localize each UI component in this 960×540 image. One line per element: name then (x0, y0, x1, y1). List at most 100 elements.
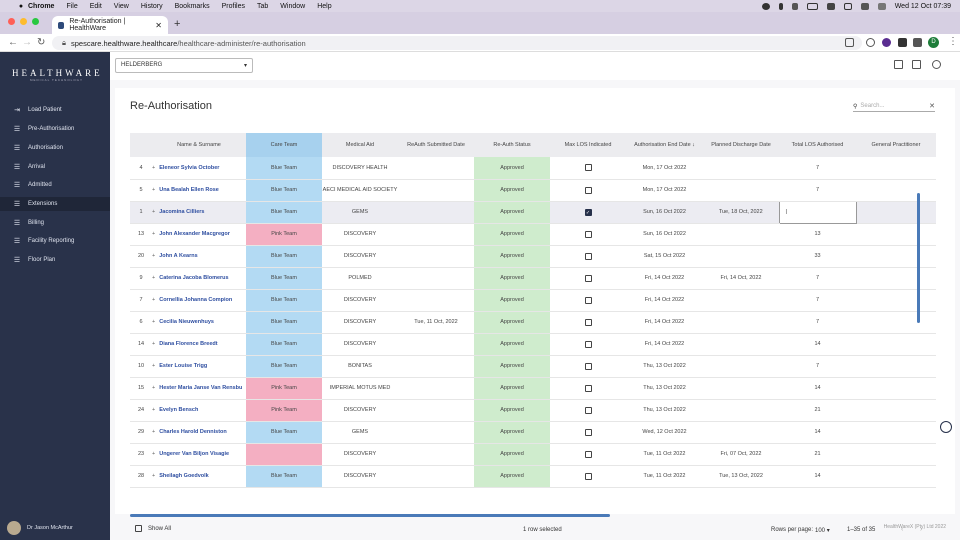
rows-per-page-select[interactable]: 100 ▾ (815, 527, 830, 534)
menu-view[interactable]: View (113, 2, 129, 10)
gp-cell[interactable] (856, 267, 936, 290)
care-team-cell[interactable] (246, 443, 322, 466)
search-input[interactable]: ⚲ Search... ✕ (853, 102, 935, 112)
gp-cell[interactable] (856, 333, 936, 356)
show-all-toggle[interactable]: Show All (135, 525, 171, 532)
care-team-cell[interactable]: Blue Team (246, 355, 322, 378)
auth-end-date-cell[interactable]: Sun, 16 Oct 2022 (626, 223, 703, 246)
patient-name-cell[interactable]: + Hester Maria Janse Van Rensbu (152, 377, 246, 400)
patient-name-link[interactable]: John A Kearns (159, 253, 198, 259)
patient-name-link[interactable]: Ungerer Van Biljon Visagie (159, 451, 230, 457)
minimize-window-icon[interactable] (20, 18, 27, 25)
expand-row-icon[interactable]: + (152, 164, 156, 171)
max-los-checkbox[interactable] (584, 340, 592, 348)
auth-end-date-cell[interactable]: Thu, 13 Oct 2022 (626, 377, 703, 400)
planned-discharge-cell[interactable]: Fri, 14 Oct, 2022 (703, 267, 779, 290)
horizontal-scrollbar[interactable] (130, 514, 916, 517)
gp-cell[interactable] (856, 311, 936, 334)
total-los-cell[interactable]: 7 (779, 289, 856, 312)
auth-end-date-cell[interactable]: Fri, 14 Oct 2022 (626, 311, 703, 334)
max-los-checkbox[interactable] (584, 362, 592, 370)
planned-discharge-cell[interactable] (703, 421, 779, 444)
extension-dark-icon[interactable] (898, 38, 907, 47)
care-team-cell[interactable]: Pink Team (246, 399, 322, 422)
gp-cell[interactable] (856, 377, 936, 400)
sidebar-item-extensions[interactable]: ☰ Extensions (0, 197, 110, 211)
gp-cell[interactable] (856, 355, 936, 378)
menu-edit[interactable]: Edit (89, 2, 102, 10)
auth-end-date-cell[interactable]: Tue, 11 Oct 2022 (626, 443, 703, 466)
column-header-name[interactable]: Name & Surname (152, 133, 246, 157)
total-los-cell[interactable]: 7 (779, 179, 856, 202)
patient-name-link[interactable]: Evelyn Bensch (159, 407, 199, 413)
reauth-status-cell[interactable]: Approved (474, 355, 550, 378)
patient-name-cell[interactable]: + John Alexander Macgregor (152, 223, 246, 246)
table-row[interactable]: 7 + Cornellia Johanna Compion Blue Team DISC… (130, 289, 936, 312)
sidebar-item-billing[interactable]: ☰ Billing (0, 216, 110, 230)
auth-end-date-cell[interactable]: Mon, 17 Oct 2022 (626, 179, 703, 202)
patient-name-link[interactable]: Jacomina Cilliers (159, 209, 205, 215)
planned-discharge-cell[interactable] (703, 157, 779, 180)
patient-name-link[interactable]: Eleneor Sylvia October (159, 164, 220, 171)
reauth-status-cell[interactable]: Approved (474, 421, 550, 444)
max-los-checkbox[interactable] (584, 472, 592, 480)
sidebar-item-facility-reporting[interactable]: ☰ Facility Reporting (0, 234, 110, 248)
table-row[interactable]: 23 + Ungerer Van Biljon Visagie DISCOVERY Ap… (130, 443, 936, 466)
total-los-cell[interactable]: 14 (779, 377, 856, 400)
planned-discharge-cell[interactable] (703, 333, 779, 356)
reauth-submitted-cell[interactable] (398, 245, 474, 268)
column-header-reauth-status[interactable]: Re-Auth Status (474, 133, 550, 157)
forward-icon[interactable]: → (22, 37, 32, 48)
gp-cell[interactable] (856, 289, 936, 312)
reauth-submitted-cell[interactable] (398, 465, 474, 488)
url-bar[interactable]: 🔒︎ spescare.healthware.healthcare /healt… (52, 36, 862, 50)
reauth-status-cell[interactable]: Approved (474, 201, 550, 224)
search-icon[interactable] (843, 2, 852, 10)
care-team-cell[interactable]: Blue Team (246, 201, 322, 224)
table-row[interactable]: 20 + John A Kearns Blue Team DISCOVERY Approv… (130, 245, 936, 268)
wifi-icon[interactable] (826, 2, 835, 10)
menu-bookmarks[interactable]: Bookmarks (174, 2, 210, 10)
auth-end-date-cell[interactable]: Fri, 14 Oct 2022 (626, 333, 703, 356)
share-icon[interactable] (845, 38, 854, 47)
patient-name-cell[interactable]: + Evelyn Bensch (152, 399, 246, 422)
column-header-reauth-submitted[interactable]: ReAuth Submitted Date (398, 133, 474, 157)
reauth-submitted-cell[interactable] (398, 421, 474, 444)
table-row[interactable]: 6 + Cecilia Nieuwenhuys Blue Team DISCOVERY T… (130, 311, 936, 334)
expand-row-icon[interactable]: + (152, 385, 156, 391)
column-header-gp[interactable]: General Practitioner (856, 133, 936, 157)
max-los-checkbox[interactable] (584, 450, 592, 458)
floorplan-icon[interactable] (912, 60, 921, 69)
reauth-submitted-cell[interactable] (398, 355, 474, 378)
total-los-cell[interactable]: 14 (779, 421, 856, 444)
reauth-status-cell[interactable]: Approved (474, 333, 550, 356)
patient-name-link[interactable]: Una Bealah Ellen Rose (159, 187, 219, 193)
reauth-status-cell[interactable]: Approved (474, 289, 550, 312)
total-los-cell[interactable]: 7 (779, 267, 856, 290)
next-page-icon[interactable]: › (920, 526, 923, 533)
patient-name-link[interactable]: Diana Florence Breedt (159, 341, 218, 347)
expand-row-icon[interactable]: + (152, 187, 156, 193)
auth-end-date-cell[interactable]: Mon, 17 Oct 2022 (626, 157, 703, 180)
reauth-submitted-cell[interactable] (398, 333, 474, 356)
care-team-cell[interactable]: Blue Team (246, 245, 322, 268)
help-widget-icon[interactable] (940, 421, 952, 433)
expand-row-icon[interactable]: + (152, 473, 156, 479)
max-los-checkbox[interactable] (584, 274, 592, 282)
reauth-status-cell[interactable]: Approved (474, 465, 550, 488)
patient-name-link[interactable]: Caterina Jacoba Blomerus (159, 275, 229, 281)
table-row[interactable]: 29 + Charles Harold Denniston Blue Team GEMS… (130, 421, 936, 444)
gp-cell[interactable] (856, 399, 936, 422)
menubar-clock[interactable]: Wed 12 Oct 07:39 (894, 2, 951, 10)
total-los-cell[interactable]: | (778, 200, 857, 224)
care-team-cell[interactable]: Blue Team (246, 179, 322, 202)
max-los-checkbox[interactable] (584, 252, 592, 260)
reauth-status-cell[interactable]: Approved (474, 157, 550, 180)
total-los-cell[interactable]: 33 (779, 245, 856, 268)
patient-name-link[interactable]: John Alexander Macgregor (159, 231, 230, 237)
planned-discharge-cell[interactable]: Tue, 18 Oct, 2022 (703, 201, 779, 224)
reauth-status-cell[interactable]: Approved (474, 179, 550, 202)
reauth-submitted-cell[interactable] (398, 443, 474, 466)
volume-icon[interactable] (791, 2, 798, 10)
gp-cell[interactable] (856, 157, 936, 180)
